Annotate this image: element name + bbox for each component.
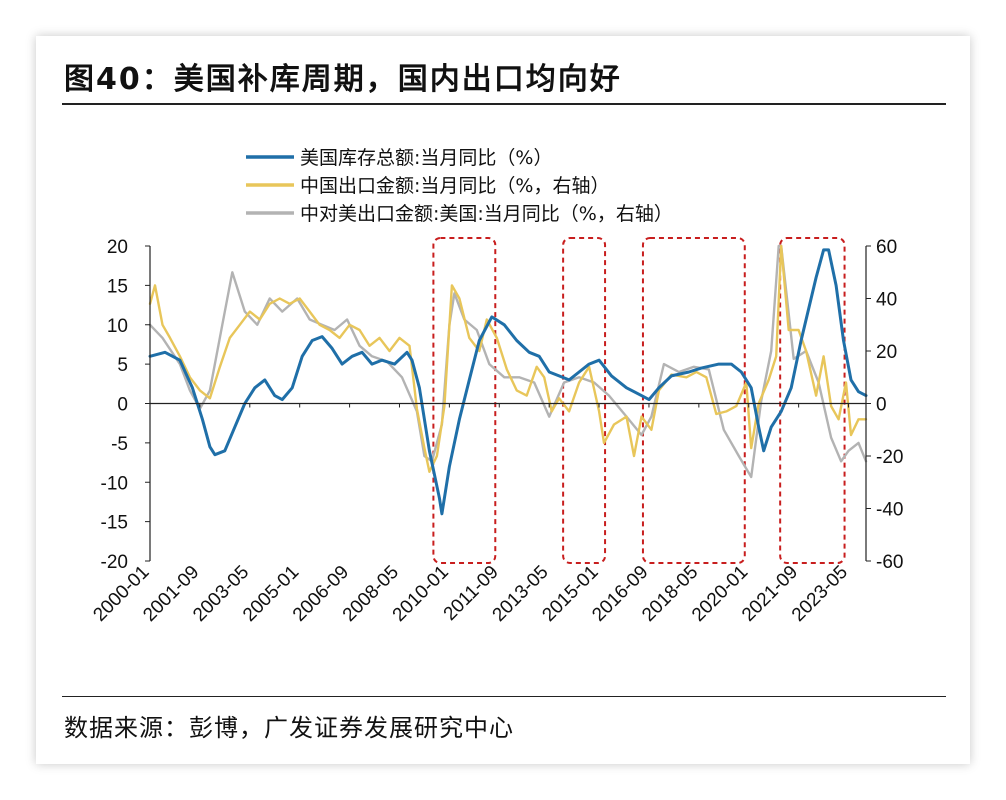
highlight-box-4 — [779, 237, 846, 564]
source-note: 数据来源：彭博，广发证券发展研究中心 — [64, 714, 514, 742]
left-tick-label: 20 — [107, 237, 128, 258]
right-tick-label: 20 — [876, 342, 897, 363]
legend-label-3: 中对美出口金额:美国:当月同比（%，右轴） — [300, 203, 673, 225]
right-tick-label: -20 — [876, 447, 903, 468]
right-tick-label: 40 — [876, 290, 897, 311]
left-tick-label: -15 — [101, 513, 128, 534]
left-tick-label: 10 — [107, 316, 128, 337]
highlight-box-3 — [641, 237, 746, 564]
highlight-box-1 — [432, 237, 497, 564]
figure-title: 图40：美国补库周期，国内出口均向好 — [64, 62, 622, 97]
right-tick-label: -60 — [876, 552, 903, 573]
series-line-3 — [148, 244, 868, 479]
left-tick-label: 5 — [117, 355, 128, 376]
left-tick-label: -20 — [101, 552, 128, 573]
left-tick-label: 0 — [117, 395, 128, 416]
legend-label-2: 中国出口金额:当月同比（%，右轴） — [300, 175, 609, 197]
left-tick-label: -10 — [101, 473, 128, 494]
series-line-1 — [148, 248, 868, 516]
source-rule — [62, 696, 946, 697]
highlight-box-2 — [562, 237, 607, 564]
left-tick-label: 15 — [107, 276, 128, 297]
x-tick-label: 2010-01 — [389, 562, 453, 626]
series-line-2 — [148, 244, 868, 473]
figure-card: 图40：美国补库周期，国内出口均向好 数据来源：彭博，广发证券发展研究中心 — [36, 36, 970, 764]
left-tick-label: -5 — [111, 434, 128, 455]
legend-label-1: 美国库存总额:当月同比（%） — [300, 147, 552, 169]
right-tick-label: 60 — [876, 237, 897, 258]
right-tick-label: -40 — [876, 500, 903, 521]
title-rule — [62, 103, 946, 105]
x-tick-label: 2023-05 — [788, 562, 852, 626]
right-tick-label: 0 — [876, 395, 887, 416]
